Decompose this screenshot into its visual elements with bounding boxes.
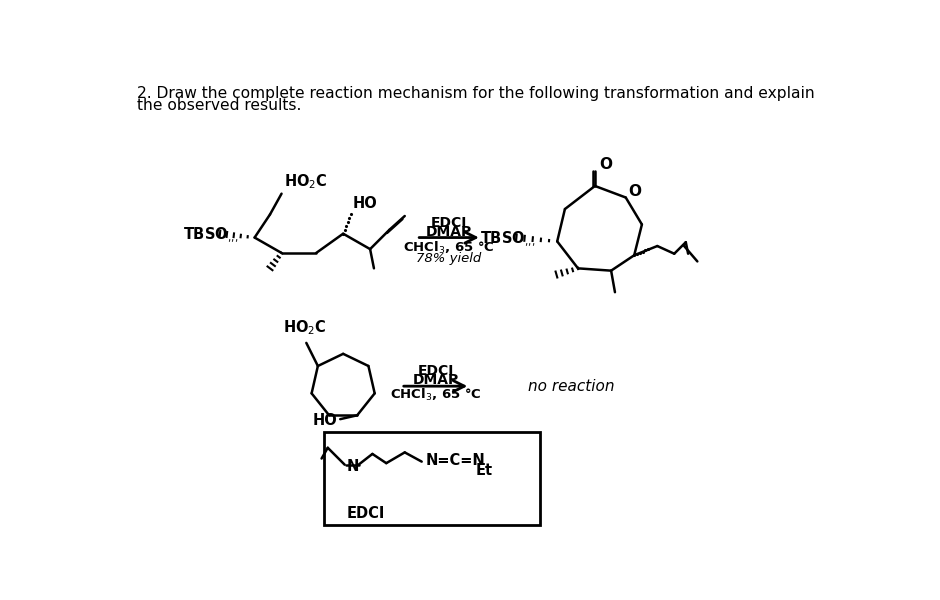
Text: EDCI: EDCI bbox=[417, 364, 454, 378]
Text: O: O bbox=[599, 157, 612, 172]
Text: HO: HO bbox=[352, 196, 377, 211]
Text: O: O bbox=[628, 184, 641, 199]
Text: the observed results.: the observed results. bbox=[137, 98, 301, 113]
Text: EDCI: EDCI bbox=[431, 216, 467, 230]
Text: DMAP: DMAP bbox=[426, 225, 472, 239]
Bar bbox=[324, 433, 540, 525]
Text: HO: HO bbox=[312, 413, 337, 428]
Text: 2. Draw the complete reaction mechanism for the following transformation and exp: 2. Draw the complete reaction mechanism … bbox=[137, 86, 815, 101]
Text: DMAP: DMAP bbox=[413, 373, 459, 387]
Text: TBSO$_{,\!,\!,}$: TBSO$_{,\!,\!,}$ bbox=[480, 229, 536, 249]
Text: no reaction: no reaction bbox=[528, 379, 615, 394]
Text: CHCl$_3$, 65 °C: CHCl$_3$, 65 °C bbox=[403, 239, 494, 256]
Text: CHCl$_3$, 65 °C: CHCl$_3$, 65 °C bbox=[390, 388, 481, 403]
Text: HO$_2$C: HO$_2$C bbox=[283, 318, 326, 337]
Text: N=C=N: N=C=N bbox=[426, 452, 485, 467]
Text: HO$_2$C: HO$_2$C bbox=[284, 173, 327, 191]
Text: 78% yield: 78% yield bbox=[416, 252, 481, 265]
Text: Et: Et bbox=[476, 463, 493, 478]
Text: N: N bbox=[346, 459, 358, 474]
Text: TBSO$_{,\!,\!,}$: TBSO$_{,\!,\!,}$ bbox=[183, 226, 239, 245]
Text: EDCI: EDCI bbox=[347, 506, 385, 521]
